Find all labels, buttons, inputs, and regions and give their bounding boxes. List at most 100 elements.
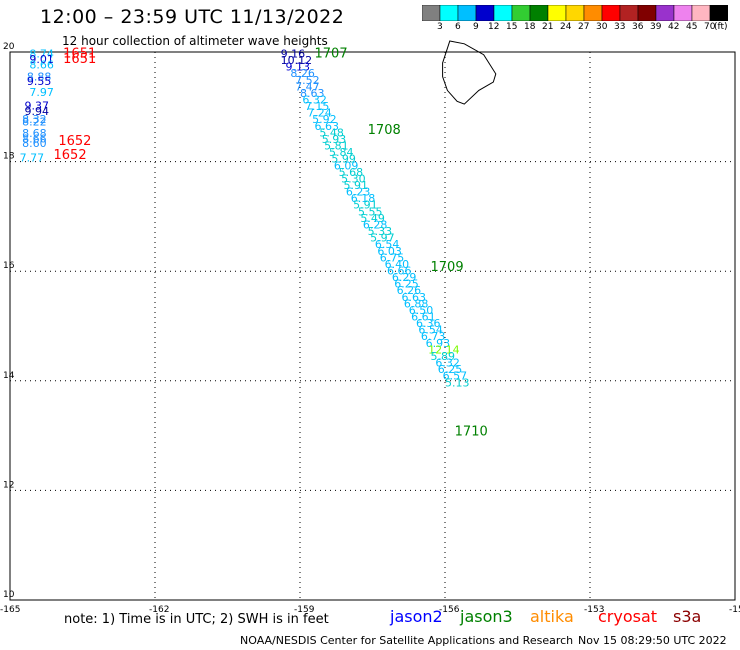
- swh-data-label: 6.36: [416, 317, 441, 330]
- swh-data-label: 5.33: [368, 225, 393, 238]
- colorbar-swatch: [547, 5, 567, 21]
- colorbar-swatch: [655, 5, 675, 21]
- timestamp: Nov 15 08:29:50 UTC 2022: [578, 634, 727, 647]
- swh-data-label: 8.68: [22, 127, 47, 140]
- legend-altika: altika: [530, 607, 574, 626]
- pass-time-label: 1651: [63, 46, 96, 61]
- swh-data-label: 9.37: [25, 100, 50, 113]
- colorbar-label: 70: [704, 22, 716, 32]
- x-tick-label: -153: [584, 605, 604, 615]
- colorbar-label: 24: [560, 22, 572, 32]
- swh-data-label: 5.49: [360, 212, 385, 225]
- swh-data-label: 5.92: [312, 113, 337, 126]
- swh-data-label: 8.66: [29, 58, 54, 71]
- colorbar-swatch: [529, 5, 549, 21]
- footer-note: note: 1) Time is in UTC; 2) SWH is in fe…: [64, 612, 329, 627]
- swh-data-label: 6.09: [334, 159, 359, 172]
- y-tick-label: 14: [3, 371, 15, 381]
- pass-time-label: 1707: [315, 46, 348, 61]
- colorbar-swatch: [422, 5, 441, 21]
- swh-data-label: 5.81: [324, 140, 349, 153]
- swh-data-label: 7.97: [29, 86, 54, 99]
- colorbar-swatch: [439, 5, 459, 21]
- y-tick-label: 16: [3, 261, 15, 271]
- colorbar-swatch: [673, 5, 693, 21]
- pass-time-label: 1651: [63, 52, 96, 67]
- colorbar-label: 12: [488, 22, 500, 32]
- swh-data-label: 7.24: [307, 107, 332, 120]
- legend-cryosat: cryosat: [598, 607, 658, 626]
- y-tick-label: 20: [3, 42, 15, 52]
- colorbar-label: 42: [668, 22, 680, 32]
- swh-data-label: 9.01: [29, 53, 54, 66]
- pass-time-label: 1652: [54, 148, 87, 163]
- swh-data-label: 7.47: [295, 80, 320, 93]
- y-tick-label: 10: [3, 590, 15, 600]
- swh-data-label: 6.50: [409, 304, 434, 317]
- swh-data-label: 8.26: [290, 67, 315, 80]
- swh-data-label: 8.66: [22, 132, 47, 145]
- pass-time-label: 1710: [455, 425, 488, 440]
- swh-data-label: 7.15: [305, 100, 330, 113]
- swh-data-label: 6.25: [394, 278, 419, 291]
- colorbar-label: 21: [542, 22, 554, 32]
- pass-time-label: 1709: [431, 260, 464, 275]
- swh-data-label: 6.88: [404, 297, 429, 310]
- swh-data-label: 8.74: [29, 47, 54, 60]
- colorbar-label: 45: [686, 22, 698, 32]
- legend-jason2: jason2: [390, 607, 443, 626]
- swh-data-label: 5.91: [344, 179, 369, 192]
- swh-data-label: 6.75: [380, 251, 405, 264]
- swh-data-label: 6.63: [315, 120, 340, 133]
- swh-data-label: 6.26: [397, 284, 422, 297]
- colorbar-label: 18: [524, 22, 536, 32]
- swh-data-label: 8.32: [22, 113, 47, 126]
- colorbar-swatch: [601, 5, 621, 21]
- colorbar-label: 15: [506, 22, 518, 32]
- swh-data-label: 6.32: [302, 94, 327, 107]
- swh-data-label: 6.28: [363, 218, 388, 231]
- swh-data-label: 6.25: [438, 363, 463, 376]
- swh-data-label: 7.77: [20, 152, 44, 165]
- swh-data-label: 9.94: [25, 105, 50, 118]
- swh-data-label: 12.14: [428, 343, 460, 356]
- colorbar-unit: (ft): [714, 22, 728, 32]
- swh-data-label: 6.63: [402, 291, 427, 304]
- page-title: 12:00 – 23:59 UTC 11/13/2022: [40, 6, 345, 28]
- swh-data-label: 5.48: [319, 126, 344, 139]
- plot-frame: [9, 51, 736, 601]
- swh-data-label: 6.57: [443, 370, 468, 383]
- swh-data-label: 5.97: [370, 232, 395, 245]
- swh-data-label: 6.23: [346, 186, 371, 199]
- swh-data-label: 5.30: [341, 172, 366, 185]
- x-tick-label: -15: [729, 605, 740, 615]
- pass-time-label: 1708: [368, 123, 401, 138]
- swh-data-label: 6.54: [375, 238, 400, 251]
- swh-data-label: 5.55: [358, 205, 383, 218]
- swh-data-label: 6.61: [411, 311, 436, 324]
- colorbar-label: 36: [632, 22, 644, 32]
- colorbar-label: 27: [578, 22, 590, 32]
- swh-data-label: 8.63: [300, 87, 325, 100]
- x-tick-label: -159: [294, 605, 315, 615]
- colorbar-label: 39: [650, 22, 662, 32]
- swh-data-label: 5.93: [322, 133, 347, 146]
- colorbar-label: 3: [437, 22, 443, 32]
- swh-data-label: 8.88: [27, 70, 51, 83]
- swh-data-label: 6.18: [351, 192, 376, 205]
- colorbar-label: 30: [596, 22, 608, 32]
- swh-data-label: 9.55: [27, 75, 51, 88]
- colorbar-swatch: [619, 5, 639, 21]
- colorbar-swatch: [709, 5, 728, 21]
- colorbar-swatch: [565, 5, 585, 21]
- colorbar-swatch: [637, 5, 657, 21]
- x-tick-label: -165: [0, 605, 20, 615]
- island-outline: [442, 40, 497, 105]
- swh-data-label: 6.29: [392, 271, 417, 284]
- swh-data-label: 6.32: [435, 357, 460, 370]
- colorbar-swatch: [691, 5, 711, 21]
- colorbar-label: 6: [455, 22, 461, 32]
- swh-data-label: 6.40: [385, 258, 410, 271]
- colorbar: [422, 5, 728, 21]
